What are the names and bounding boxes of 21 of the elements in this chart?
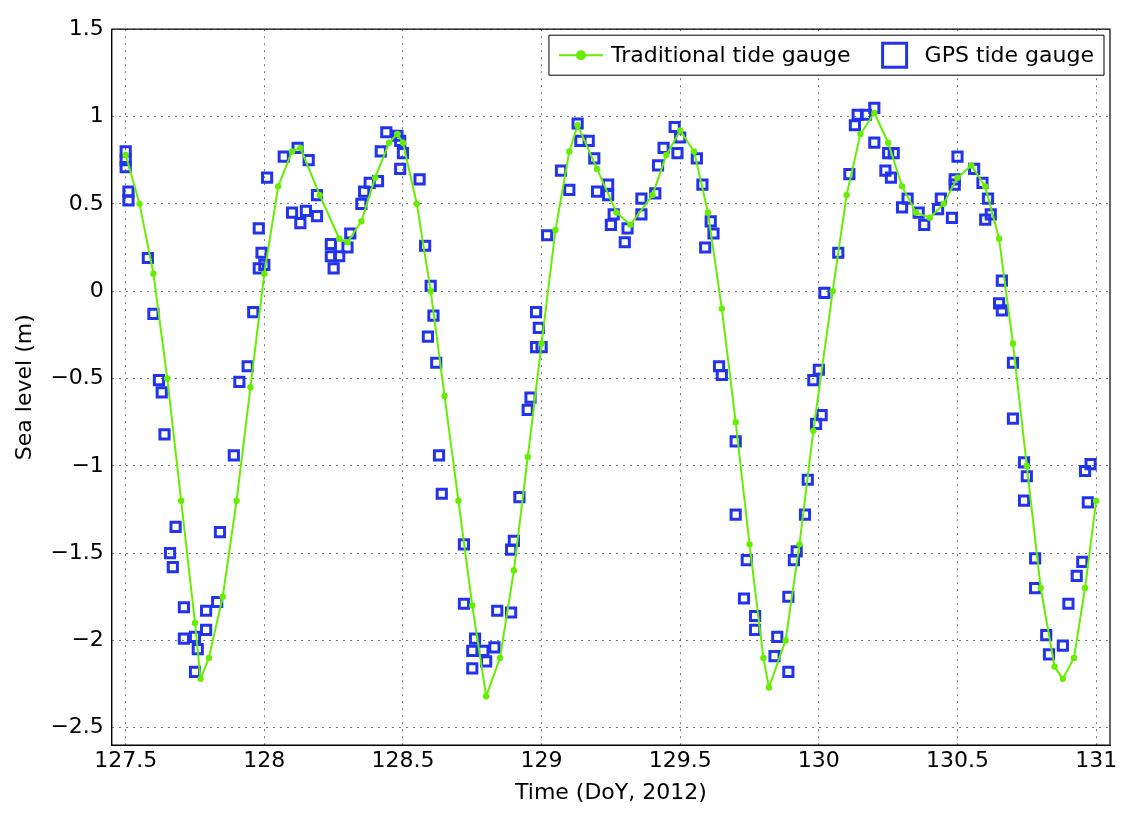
y-axis-title: Sea level (m) bbox=[10, 314, 36, 461]
x-tick-label: 130 bbox=[797, 747, 840, 773]
y-tick-label: −1.5 bbox=[50, 538, 104, 564]
x-tick-label: 129 bbox=[520, 747, 563, 773]
y-tick-label: 0.5 bbox=[68, 189, 104, 215]
legend-label: Traditional tide gauge bbox=[609, 41, 851, 67]
x-tick-label: 131 bbox=[1075, 747, 1118, 773]
x-tick-label: 127.5 bbox=[94, 747, 158, 773]
y-tick-label: −2 bbox=[71, 626, 104, 652]
x-axis-title: Time (DoY, 2012) bbox=[514, 778, 707, 804]
legend-label: GPS tide gauge bbox=[924, 41, 1095, 67]
y-tick-label: 0 bbox=[89, 276, 104, 302]
y-tick-label: −1 bbox=[71, 451, 104, 477]
y-tick-label: −0.5 bbox=[50, 364, 104, 390]
x-tick-label: 129.5 bbox=[648, 747, 712, 773]
x-tick-label: 128.5 bbox=[371, 747, 435, 773]
y-tick-label: −2.5 bbox=[50, 713, 104, 739]
y-tick-label: 1 bbox=[89, 102, 104, 128]
y-tick-label: 1.5 bbox=[68, 14, 104, 40]
x-tick-label: 130.5 bbox=[926, 747, 989, 773]
x-tick-label: 128 bbox=[243, 747, 286, 773]
